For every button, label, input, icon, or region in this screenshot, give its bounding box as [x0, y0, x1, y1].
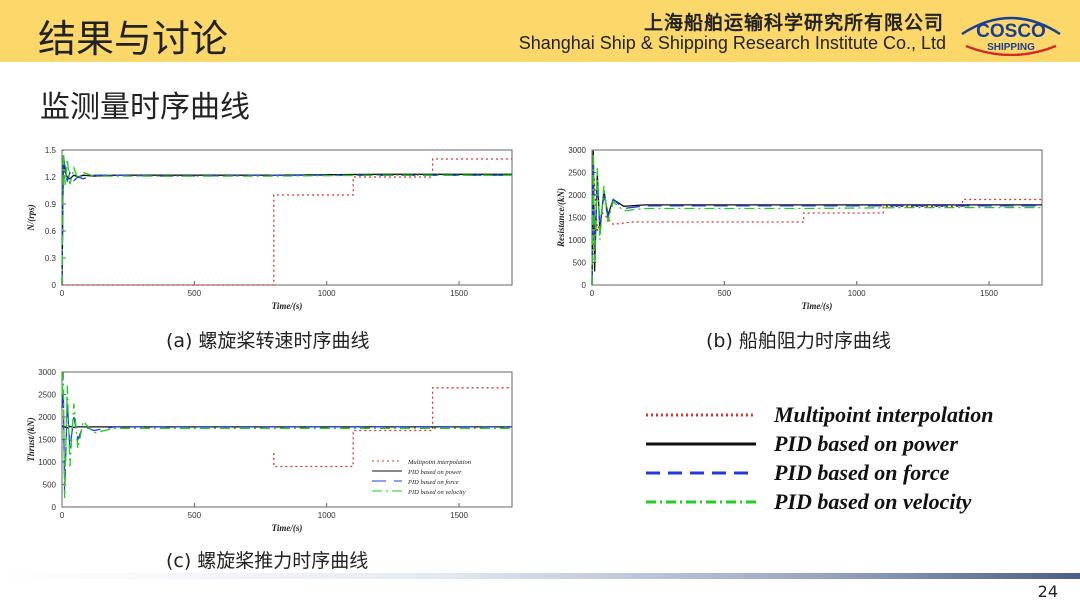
x-tick-label: 1500 [450, 511, 468, 520]
series-line-3 [61, 154, 512, 286]
series-line-1 [591, 176, 1042, 286]
page-number: 24 [1037, 582, 1058, 601]
plot-frame [61, 149, 513, 286]
legend-label-velocity: PID based on velocity [774, 489, 972, 514]
legend-item-force: PID based on force [640, 460, 1040, 488]
plot-frame [61, 371, 513, 508]
org-name-cn: 上海船舶运输科学研究所有限公司 [643, 12, 944, 34]
x-tick-label: 1500 [450, 289, 468, 298]
x-tick-label: 1000 [848, 289, 866, 298]
legend-swatch-power [646, 442, 756, 446]
y-tick-label: 0.6 [45, 227, 57, 236]
y-tick-label: 0 [52, 503, 57, 512]
slide-title: 结果与讨论 [38, 17, 229, 61]
x-axis-label: Time/(s) [802, 301, 833, 311]
legend-item-velocity: PID based on velocity [640, 489, 1040, 517]
footer-bar [0, 573, 1080, 579]
y-tick-label: 3000 [568, 146, 586, 155]
y-tick-label: 1.2 [45, 173, 57, 182]
section-title: 监测量时序曲线 [40, 90, 250, 125]
y-tick-label: 2500 [38, 391, 56, 400]
y-tick-label: 2000 [38, 413, 56, 422]
legend-label-multipoint: Multipoint interpolation [774, 402, 994, 427]
x-tick-label: 500 [188, 511, 202, 520]
rotation-speed-chart: 0 0.3 0.6 0.9 1.2 1.5 0 500 1000 1500 Time/(s) N/(r… [26, 146, 513, 311]
thrust-chart: 0 500 1000 1500 2000 2500 3000 0 500 1000 1500 Time… [26, 368, 513, 533]
legend-swatch-velocity [646, 500, 756, 504]
legend-swatch-multipoint [646, 413, 756, 417]
x-tick-label: 0 [60, 511, 65, 520]
chart-panel-a: 0 0.3 0.6 0.9 1.2 1.5 0 500 1000 1500 Time/(s) N/(r… [18, 142, 518, 318]
x-axis-label: Time/(s) [272, 301, 303, 311]
x-tick-label: 500 [718, 289, 732, 298]
x-tick-label: 500 [188, 289, 202, 298]
legend-item-multipoint: Multipoint interpolation [640, 402, 1040, 430]
series-line-1 [273, 387, 512, 468]
cosco-shipping-logo: COSCO SHIPPING [961, 16, 1061, 56]
y-tick-label: 500 [43, 481, 57, 490]
main-legend: Multipoint interpolation PID based on po… [640, 402, 1040, 518]
y-tick-label: 1000 [568, 236, 586, 245]
inner-legend-label: PID based on force [407, 479, 459, 486]
y-tick-label: 2000 [568, 191, 586, 200]
caption-c: (c) 螺旋桨推力时序曲线 [166, 550, 369, 572]
inner-legend-label: Multipoint interpolation [407, 459, 471, 466]
x-axis-label: Time/(s) [272, 523, 303, 533]
y-tick-label: 0 [52, 281, 57, 290]
caption-a: (a) 螺旋桨转速时序曲线 [166, 330, 370, 352]
chart-panel-b: 0 500 1000 1500 2000 2500 3000 0 500 1000 1500 Time… [548, 142, 1048, 318]
y-tick-label: 1500 [38, 436, 56, 445]
legend-label-force: PID based on force [774, 460, 950, 485]
logo-top-text: COSCO [976, 21, 1046, 42]
y-tick-label: 0.3 [45, 254, 57, 263]
caption-b: (b) 船舶阻力时序曲线 [706, 330, 891, 352]
x-tick-label: 0 [590, 289, 595, 298]
y-tick-label: 0 [582, 281, 587, 290]
org-name-en: Shanghai Ship & Shipping Research Instit… [518, 33, 946, 53]
x-tick-label: 1000 [318, 511, 336, 520]
legend-item-power: PID based on power [640, 431, 1040, 459]
y-tick-label: 1.5 [45, 146, 57, 155]
logo-bottom-text: SHIPPING [987, 42, 1035, 53]
header-bar: 结果与讨论 上海船舶运输科学研究所有限公司 Shanghai Ship & Sh… [0, 0, 1080, 62]
x-tick-label: 1000 [318, 289, 336, 298]
series-line-4 [61, 149, 512, 286]
y-axis-label: N/(rps) [26, 204, 36, 232]
y-axis-label: Thrust/(kN) [26, 417, 36, 462]
series-line-1 [62, 158, 512, 286]
x-tick-label: 0 [60, 289, 65, 298]
y-tick-label: 500 [573, 259, 587, 268]
y-tick-label: 1500 [568, 214, 586, 223]
y-tick-label: 3000 [38, 368, 56, 377]
legend-swatch-force [646, 471, 756, 475]
y-tick-label: 2500 [568, 169, 586, 178]
inner-legend-label: PID based on power [407, 469, 462, 476]
y-tick-label: 1000 [38, 458, 56, 467]
series-line-4 [591, 149, 1042, 286]
plot-frame [591, 149, 1043, 286]
chart-panel-c: 0 500 1000 1500 2000 2500 3000 0 500 1000 1500 Time… [18, 364, 518, 540]
y-axis-label: Resistance/(kN) [556, 188, 566, 248]
y-tick-label: 0.9 [45, 200, 57, 209]
resistance-chart: 0 500 1000 1500 2000 2500 3000 0 500 1000 1500 Time… [556, 146, 1043, 311]
series-line-3 [591, 158, 1042, 286]
x-tick-label: 1500 [980, 289, 998, 298]
inner-legend-label: PID based on velocity [407, 489, 466, 496]
series-line-2 [61, 425, 512, 429]
series-line-4 [61, 371, 512, 499]
legend-label-power: PID based on power [774, 431, 958, 456]
